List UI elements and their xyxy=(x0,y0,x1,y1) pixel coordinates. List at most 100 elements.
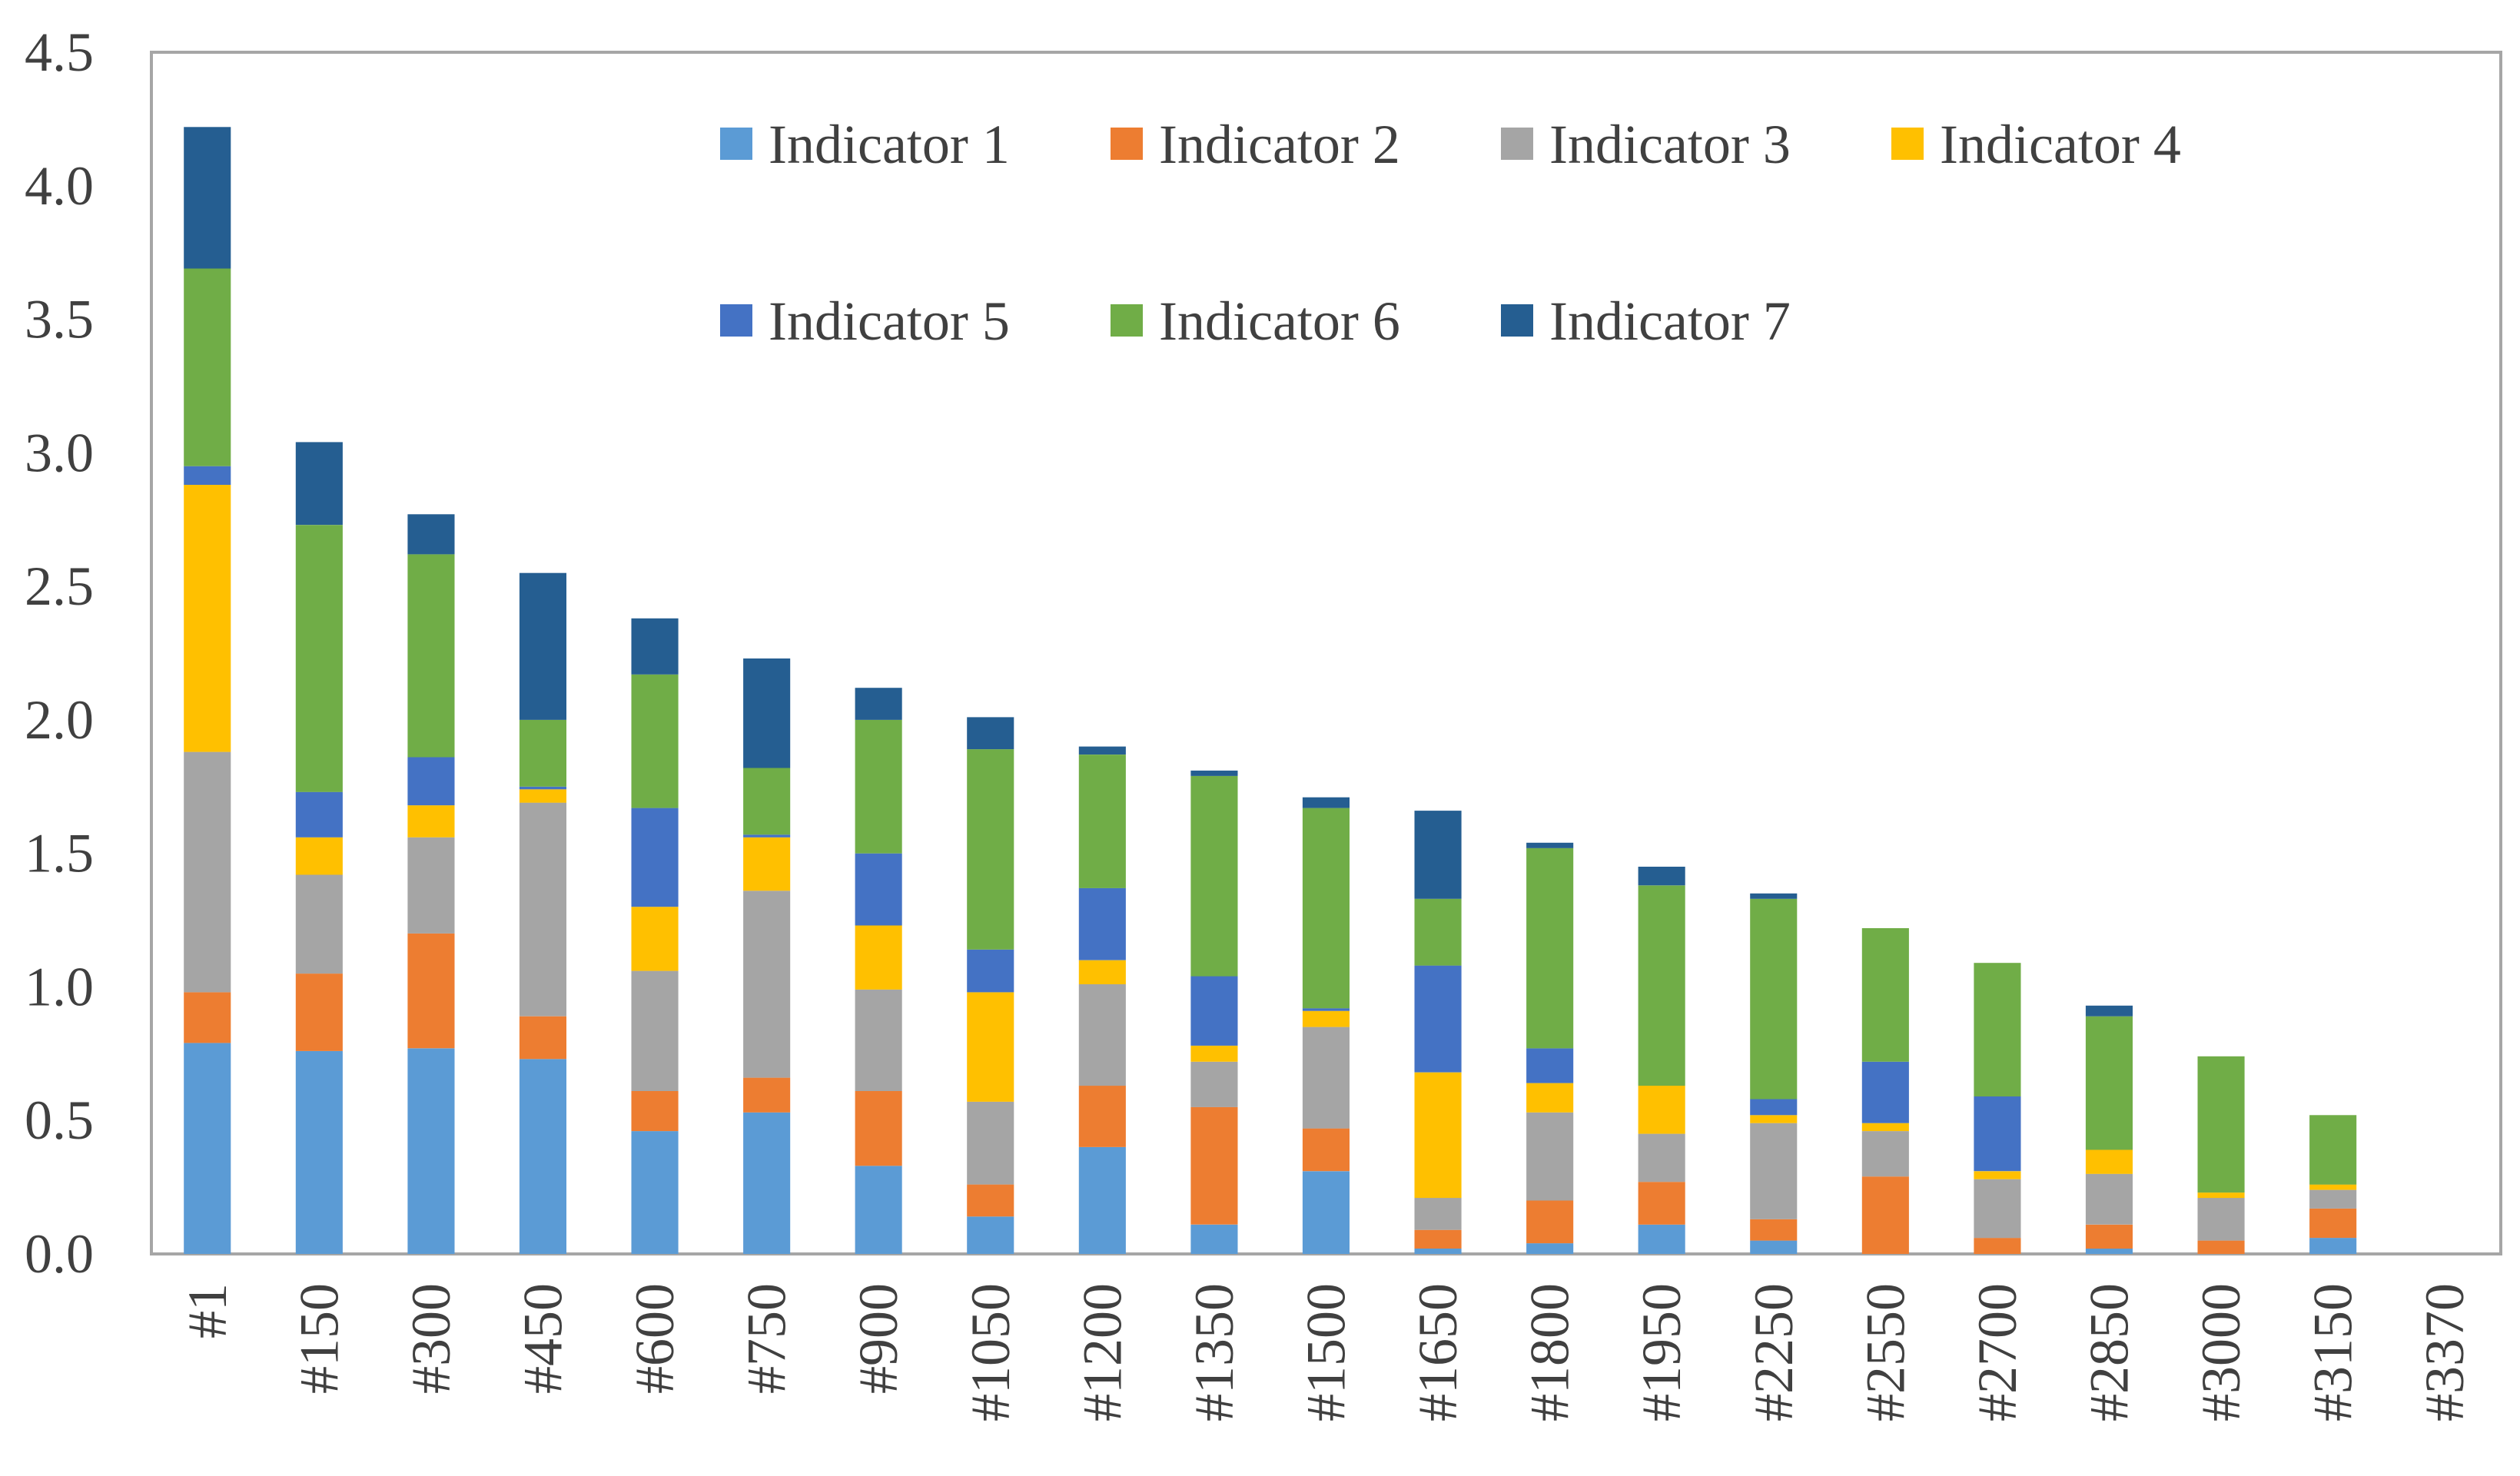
bar-segment-1950-indicator-7 xyxy=(1638,867,1685,886)
bar-segment-2850-indicator-1 xyxy=(2085,1249,2133,1254)
legend-label-indicator-3: Indicator 3 xyxy=(1549,114,1791,175)
bar-segment-1500-indicator-1 xyxy=(1302,1171,1350,1254)
legend-swatch-indicator-4 xyxy=(1891,128,1924,160)
bar-segment-1500-indicator-5 xyxy=(1302,1008,1350,1011)
x-tick-label: #2550 xyxy=(1854,1283,1916,1421)
x-tick-label: #750 xyxy=(736,1283,798,1394)
bar-segment-600-indicator-6 xyxy=(631,674,679,808)
bar-segment-1350-indicator-3 xyxy=(1190,1061,1238,1107)
bar-segment-1500-indicator-7 xyxy=(1302,797,1350,808)
bar-segment-1500-indicator-3 xyxy=(1302,1027,1350,1129)
bar-segment-2850-indicator-7 xyxy=(2085,1005,2133,1017)
bar-segment-2850-indicator-2 xyxy=(2085,1224,2133,1249)
bar-segment-150-indicator-7 xyxy=(295,442,343,526)
bar-segment-2250-indicator-6 xyxy=(1750,898,1798,1100)
bar-segment-3150-indicator-2 xyxy=(2309,1208,2357,1239)
bar-segment-1-indicator-4 xyxy=(184,485,231,752)
x-tick-label: #1 xyxy=(177,1283,238,1338)
bar-segment-1950-indicator-2 xyxy=(1638,1182,1685,1225)
legend: Indicator 1 Indicator 2 Indicator 3 Indicat… xyxy=(720,114,2181,352)
bar-segment-150-indicator-5 xyxy=(295,791,343,838)
bar-segment-1050-indicator-6 xyxy=(967,749,1014,950)
legend-swatch-indicator-6 xyxy=(1111,304,1143,337)
x-tick-label: #600 xyxy=(624,1283,686,1394)
legend-swatch-indicator-1 xyxy=(720,128,752,160)
legend-label-indicator-2: Indicator 2 xyxy=(1159,114,1400,175)
x-tick-label: #2850 xyxy=(2079,1283,2140,1421)
x-tick-label: #300 xyxy=(400,1283,462,1394)
bar-segment-1800-indicator-3 xyxy=(1526,1112,1574,1201)
bar-segment-1-indicator-6 xyxy=(184,268,231,466)
bar-segment-1200-indicator-4 xyxy=(1078,960,1126,984)
bar-segment-600-indicator-5 xyxy=(631,808,679,907)
bar-segment-1050-indicator-5 xyxy=(967,949,1014,993)
bar-segment-1200-indicator-1 xyxy=(1078,1147,1126,1254)
legend-swatch-indicator-2 xyxy=(1111,128,1143,160)
bar-segment-1200-indicator-2 xyxy=(1078,1086,1126,1147)
bar-segment-1800-indicator-7 xyxy=(1526,842,1574,848)
bar-segment-1-indicator-1 xyxy=(184,1043,231,1254)
bar-segment-450-indicator-1 xyxy=(519,1059,566,1254)
bar-segment-1200-indicator-7 xyxy=(1078,746,1126,755)
bar-segment-1800-indicator-4 xyxy=(1526,1083,1574,1113)
bar-segment-750-indicator-2 xyxy=(743,1077,791,1113)
bar-segment-150-indicator-6 xyxy=(295,525,343,792)
bar-segment-450-indicator-4 xyxy=(519,789,566,803)
y-tick-label: 0.0 xyxy=(25,1223,94,1285)
bar-segment-1500-indicator-4 xyxy=(1302,1010,1350,1027)
bar-segment-1500-indicator-2 xyxy=(1302,1128,1350,1172)
bar-segment-2850-indicator-6 xyxy=(2085,1016,2133,1150)
x-tick-label: #450 xyxy=(513,1283,574,1394)
bar-segment-150-indicator-1 xyxy=(295,1050,343,1254)
y-tick-label: 3.5 xyxy=(25,289,94,350)
bar-segment-1050-indicator-7 xyxy=(967,717,1014,750)
x-tick-label: #1950 xyxy=(1631,1283,1692,1421)
bar-segment-3000-indicator-4 xyxy=(2197,1192,2245,1199)
bar-segment-900-indicator-5 xyxy=(855,853,902,926)
bar-segment-750-indicator-6 xyxy=(743,768,791,835)
bar-segment-450-indicator-7 xyxy=(519,572,566,720)
bar-segment-300-indicator-5 xyxy=(407,757,455,806)
bar-segment-750-indicator-5 xyxy=(743,834,791,838)
bar-segment-1800-indicator-6 xyxy=(1526,847,1574,1049)
x-tick-label: #900 xyxy=(848,1283,909,1394)
y-tick-label: 0.5 xyxy=(25,1090,94,1151)
bar-segment-1800-indicator-1 xyxy=(1526,1243,1574,1254)
y-tick-label: 2.0 xyxy=(25,689,94,751)
x-tick-label: #1500 xyxy=(1296,1283,1357,1421)
bar-segment-750-indicator-4 xyxy=(743,837,791,891)
bars-group xyxy=(184,127,2357,1254)
x-tick-label: #3000 xyxy=(2190,1283,2252,1421)
bar-segment-750-indicator-1 xyxy=(743,1112,791,1254)
bar-segment-1050-indicator-4 xyxy=(967,992,1014,1102)
bar-segment-1650-indicator-1 xyxy=(1414,1249,1462,1254)
bar-segment-1-indicator-7 xyxy=(184,127,231,269)
bar-segment-2700-indicator-3 xyxy=(1974,1179,2021,1239)
bar-segment-1200-indicator-6 xyxy=(1078,755,1126,888)
bar-segment-1950-indicator-4 xyxy=(1638,1086,1685,1134)
x-tick-label: #1800 xyxy=(1519,1283,1581,1421)
bar-segment-1950-indicator-1 xyxy=(1638,1224,1685,1254)
legend-swatch-indicator-3 xyxy=(1501,128,1533,160)
bar-segment-1950-indicator-3 xyxy=(1638,1133,1685,1182)
bar-segment-2250-indicator-1 xyxy=(1750,1240,1798,1254)
legend-swatch-indicator-5 xyxy=(720,304,752,337)
bar-segment-1-indicator-5 xyxy=(184,466,231,485)
bar-segment-1200-indicator-3 xyxy=(1078,984,1126,1086)
y-tick-label: 1.0 xyxy=(25,956,94,1017)
bar-segment-900-indicator-7 xyxy=(855,688,902,720)
bar-segment-1800-indicator-2 xyxy=(1526,1200,1574,1244)
bar-segment-1-indicator-3 xyxy=(184,751,231,993)
x-tick-label: #1050 xyxy=(960,1283,1021,1421)
y-axis-ticks: 0.0 0.5 1.0 1.5 2.0 2.5 3.0 3.5 4.0 4.5 xyxy=(25,22,94,1285)
y-tick-label: 4.5 xyxy=(25,22,94,83)
bar-segment-1050-indicator-3 xyxy=(967,1101,1014,1185)
x-tick-label: #3150 xyxy=(2303,1283,2364,1421)
bar-segment-750-indicator-3 xyxy=(743,891,791,1078)
bar-segment-1350-indicator-4 xyxy=(1190,1045,1238,1062)
bar-segment-2550-indicator-6 xyxy=(1861,928,1909,1062)
x-tick-label: #1650 xyxy=(1407,1283,1469,1421)
x-tick-label: #1350 xyxy=(1184,1283,1245,1421)
bar-segment-450-indicator-6 xyxy=(519,719,566,787)
bar-segment-2700-indicator-6 xyxy=(1974,963,2021,1096)
